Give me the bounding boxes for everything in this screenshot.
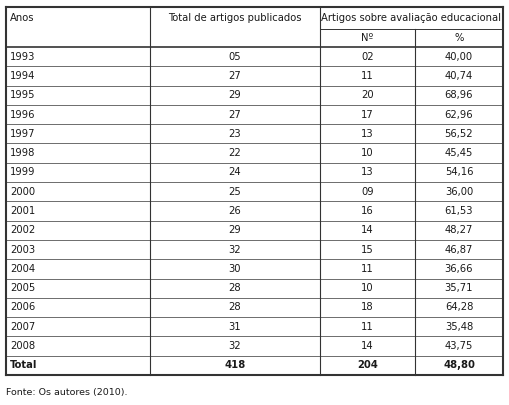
Text: Artigos sobre avaliação educacional: Artigos sobre avaliação educacional (322, 13, 501, 23)
Text: 11: 11 (361, 322, 374, 332)
Text: 20: 20 (361, 90, 374, 100)
Text: 2000: 2000 (10, 187, 35, 197)
Text: 62,96: 62,96 (445, 109, 473, 119)
Text: 28: 28 (229, 283, 241, 293)
Text: 02: 02 (361, 52, 374, 62)
Text: 1994: 1994 (10, 71, 35, 81)
Text: 10: 10 (361, 148, 374, 158)
Text: 68,96: 68,96 (445, 90, 473, 100)
Text: 32: 32 (229, 245, 241, 255)
Text: 61,53: 61,53 (445, 206, 473, 216)
Text: 1998: 1998 (10, 148, 35, 158)
Text: 29: 29 (229, 225, 241, 235)
Text: 48,80: 48,80 (443, 360, 475, 370)
Text: 25: 25 (229, 187, 241, 197)
Text: 28: 28 (229, 303, 241, 313)
Text: 29: 29 (229, 90, 241, 100)
Text: 35,71: 35,71 (445, 283, 473, 293)
Text: 45,45: 45,45 (445, 148, 473, 158)
Text: 13: 13 (361, 129, 374, 139)
Text: 13: 13 (361, 167, 374, 177)
Text: 2006: 2006 (10, 303, 35, 313)
Text: Anos: Anos (10, 13, 35, 23)
Text: 35,48: 35,48 (445, 322, 473, 332)
Text: 23: 23 (229, 129, 241, 139)
Text: 1997: 1997 (10, 129, 36, 139)
Text: 30: 30 (229, 264, 241, 274)
Text: Total de artigos publicados: Total de artigos publicados (168, 13, 302, 23)
Text: 16: 16 (361, 206, 374, 216)
Text: 26: 26 (229, 206, 241, 216)
Text: 10: 10 (361, 283, 374, 293)
Text: 40,00: 40,00 (445, 52, 473, 62)
Text: 15: 15 (361, 245, 374, 255)
Text: 2008: 2008 (10, 341, 35, 351)
Text: %: % (455, 33, 464, 43)
Text: 1993: 1993 (10, 52, 35, 62)
Text: 2004: 2004 (10, 264, 35, 274)
Text: 27: 27 (229, 109, 241, 119)
Text: Total: Total (10, 360, 37, 370)
Text: 64,28: 64,28 (445, 303, 473, 313)
Text: 11: 11 (361, 264, 374, 274)
Text: Fonte: Os autores (2010).: Fonte: Os autores (2010). (6, 388, 127, 396)
Text: 32: 32 (229, 341, 241, 351)
Text: 46,87: 46,87 (445, 245, 473, 255)
Text: 418: 418 (224, 360, 246, 370)
Text: 27: 27 (229, 71, 241, 81)
Text: 24: 24 (229, 167, 241, 177)
Text: 14: 14 (361, 341, 374, 351)
Text: 2001: 2001 (10, 206, 35, 216)
Text: 31: 31 (229, 322, 241, 332)
Text: 40,74: 40,74 (445, 71, 473, 81)
Text: 204: 204 (357, 360, 378, 370)
Text: 1999: 1999 (10, 167, 36, 177)
Text: 2005: 2005 (10, 283, 35, 293)
Text: 56,52: 56,52 (445, 129, 473, 139)
Text: 18: 18 (361, 303, 374, 313)
Text: 2007: 2007 (10, 322, 35, 332)
Text: 22: 22 (229, 148, 241, 158)
Text: 09: 09 (361, 187, 374, 197)
Text: 36,00: 36,00 (445, 187, 473, 197)
Text: 1995: 1995 (10, 90, 36, 100)
Text: Nº: Nº (361, 33, 374, 43)
Text: 14: 14 (361, 225, 374, 235)
Text: 11: 11 (361, 71, 374, 81)
Text: 43,75: 43,75 (445, 341, 473, 351)
Text: 17: 17 (361, 109, 374, 119)
Text: 36,66: 36,66 (445, 264, 473, 274)
Text: 54,16: 54,16 (445, 167, 473, 177)
Text: 2002: 2002 (10, 225, 35, 235)
Text: 48,27: 48,27 (445, 225, 473, 235)
Text: 2003: 2003 (10, 245, 35, 255)
Text: 1996: 1996 (10, 109, 36, 119)
Text: 05: 05 (229, 52, 241, 62)
